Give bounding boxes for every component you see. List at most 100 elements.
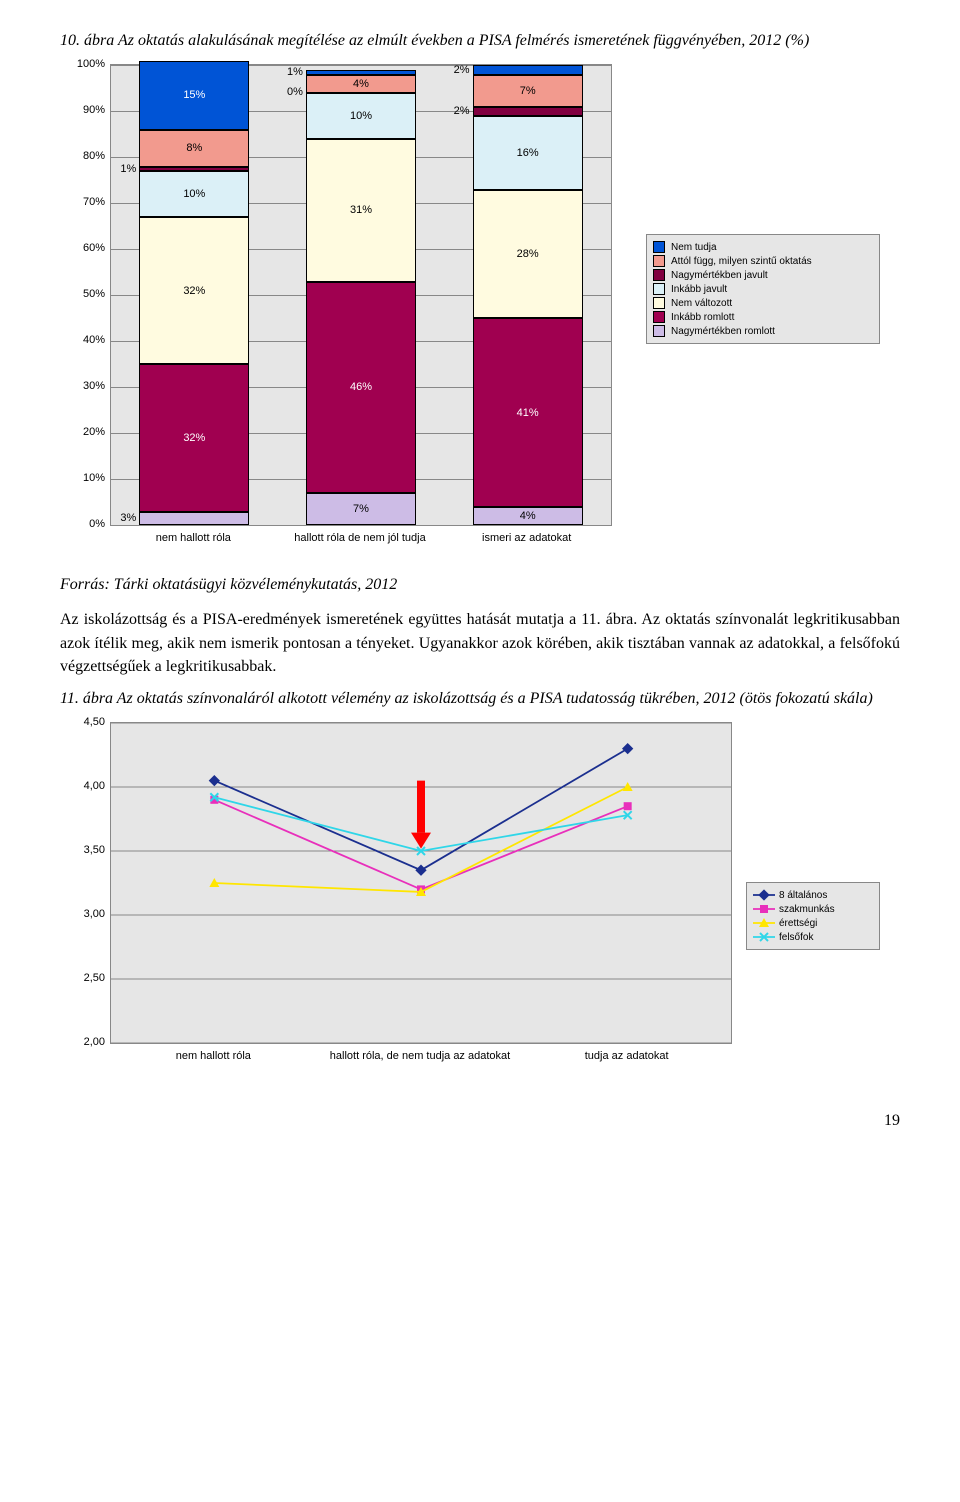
chart2-y-tick-label: 4,00 bbox=[60, 780, 105, 792]
chart2-legend-item: 8 általános bbox=[753, 889, 873, 901]
chart1-y-tick-label: 100% bbox=[60, 58, 105, 70]
chart1-segment: 15% bbox=[139, 61, 249, 130]
chart1-segment-label: 16% bbox=[517, 147, 539, 159]
legend-swatch bbox=[653, 241, 665, 253]
chart1-bar: 3%32%32%10%1%8%15% bbox=[139, 65, 249, 525]
legend-marker-icon bbox=[753, 917, 775, 929]
annotation-arrow-head bbox=[411, 833, 431, 849]
chart1-segment-label: 1% bbox=[287, 66, 303, 78]
chart1-segment-label: 10% bbox=[350, 110, 372, 122]
chart2-svg bbox=[111, 723, 731, 1043]
chart1-y-tick-label: 50% bbox=[60, 288, 105, 300]
chart2-x-category: tudja az adatokat bbox=[523, 1050, 730, 1062]
chart1-bar: 7%46%31%10%0%4%1% bbox=[306, 65, 416, 525]
chart1-segment-label: 1% bbox=[120, 163, 136, 175]
legend-label: Inkább romlott bbox=[671, 312, 734, 323]
figure-1-title: 10. ábra Az oktatás alakulásának megítél… bbox=[60, 30, 900, 52]
body-paragraph-1: Az iskolázottság és a PISA-eredmények is… bbox=[60, 608, 900, 678]
chart1-gridline bbox=[111, 525, 611, 526]
chart1-segment-label: 41% bbox=[517, 407, 539, 419]
chart1-y-tick-label: 80% bbox=[60, 150, 105, 162]
chart1-segment-label: 0% bbox=[287, 86, 303, 98]
legend-swatch bbox=[653, 283, 665, 295]
chart2-y-tick-label: 2,50 bbox=[60, 972, 105, 984]
chart2-x-category: hallott róla, de nem tudja az adatokat bbox=[317, 1050, 524, 1062]
figure-2-title: 11. ábra Az oktatás színvonaláról alkoto… bbox=[60, 688, 900, 710]
chart1-x-category: nem hallott róla bbox=[110, 532, 277, 544]
chart1-y-tick-label: 0% bbox=[60, 518, 105, 530]
chart1-segment: 4% bbox=[473, 507, 583, 525]
chart2-legend-item: szakmunkás bbox=[753, 903, 873, 915]
figure-1-chart: 3%32%32%10%1%8%15%7%46%31%10%0%4%1%4%41%… bbox=[60, 64, 880, 564]
chart1-segment: 31% bbox=[306, 139, 416, 282]
chart1-segment: 1% bbox=[139, 167, 249, 172]
legend-label: szakmunkás bbox=[779, 904, 835, 915]
chart2-marker bbox=[415, 865, 426, 876]
chart2-legend-item: érettségi bbox=[753, 917, 873, 929]
chart1-y-tick-label: 90% bbox=[60, 104, 105, 116]
chart2-y-tick-label: 2,00 bbox=[60, 1036, 105, 1048]
chart1-segment: 7% bbox=[306, 493, 416, 525]
legend-swatch bbox=[653, 325, 665, 337]
chart1-segment: 4% bbox=[306, 75, 416, 93]
chart2-marker bbox=[209, 775, 220, 786]
chart1-y-tick-label: 30% bbox=[60, 380, 105, 392]
chart1-segment-label: 31% bbox=[350, 204, 372, 216]
chart1-segment-label: 7% bbox=[520, 85, 536, 97]
legend-marker-icon bbox=[753, 889, 775, 901]
chart1-y-tick-label: 20% bbox=[60, 426, 105, 438]
legend-swatch bbox=[653, 297, 665, 309]
chart1-legend-item: Nem tudja bbox=[653, 241, 873, 253]
chart1-segment-label: 46% bbox=[350, 381, 372, 393]
chart1-segment: 32% bbox=[139, 364, 249, 511]
legend-label: Nem változott bbox=[671, 298, 732, 309]
chart1-segment: 28% bbox=[473, 190, 583, 319]
chart1-segment-label: 8% bbox=[186, 142, 202, 154]
chart1-legend-item: Nem változott bbox=[653, 297, 873, 309]
chart2-y-tick-label: 4,50 bbox=[60, 716, 105, 728]
chart1-segment: 2% bbox=[473, 65, 583, 74]
chart1-segment-label: 7% bbox=[353, 503, 369, 515]
chart1-y-tick-label: 10% bbox=[60, 472, 105, 484]
chart1-segment-label: 32% bbox=[183, 285, 205, 297]
chart2-marker bbox=[622, 743, 633, 754]
chart2-legend-item: felsőfok bbox=[753, 931, 873, 943]
chart1-y-tick-label: 40% bbox=[60, 334, 105, 346]
chart1-legend-item: Nagymértékben romlott bbox=[653, 325, 873, 337]
chart1-legend: Nem tudja Attól függ, milyen szintű oktat… bbox=[646, 234, 880, 344]
chart1-segment: 41% bbox=[473, 318, 583, 507]
legend-label: Nagymértékben javult bbox=[671, 270, 768, 281]
chart1-y-tick-label: 70% bbox=[60, 196, 105, 208]
chart1-segment-label: 32% bbox=[183, 432, 205, 444]
chart1-segment-label: 2% bbox=[454, 105, 470, 117]
legend-label: Inkább javult bbox=[671, 284, 727, 295]
chart2-plot-area bbox=[110, 722, 732, 1044]
chart1-segment: 2% bbox=[473, 107, 583, 116]
chart2-legend: 8 általános szakmunkás érettségi felsőfok bbox=[746, 882, 880, 950]
chart1-segment-label: 2% bbox=[454, 64, 470, 76]
legend-label: érettségi bbox=[779, 918, 817, 929]
chart1-segment: 46% bbox=[306, 282, 416, 494]
chart1-segment: 10% bbox=[139, 171, 249, 217]
chart1-segment: 8% bbox=[139, 130, 249, 167]
chart1-legend-item: Nagymértékben javult bbox=[653, 269, 873, 281]
chart1-plot-area: 3%32%32%10%1%8%15%7%46%31%10%0%4%1%4%41%… bbox=[110, 64, 612, 526]
chart1-x-category: ismeri az adatokat bbox=[443, 532, 610, 544]
legend-label: felsőfok bbox=[779, 932, 813, 943]
legend-label: Nagymértékben romlott bbox=[671, 326, 775, 337]
chart2-y-tick-label: 3,00 bbox=[60, 908, 105, 920]
legend-label: Nem tudja bbox=[671, 242, 717, 253]
chart2-x-category: nem hallott róla bbox=[110, 1050, 317, 1062]
chart1-legend-item: Attól függ, milyen szintű oktatás bbox=[653, 255, 873, 267]
legend-swatch bbox=[653, 269, 665, 281]
chart1-segment: 3% bbox=[139, 512, 249, 526]
chart1-segment: 10% bbox=[306, 93, 416, 139]
chart1-segment: 16% bbox=[473, 116, 583, 190]
chart2-marker bbox=[624, 803, 632, 811]
chart1-segment-label: 28% bbox=[517, 248, 539, 260]
chart1-y-tick-label: 60% bbox=[60, 242, 105, 254]
chart1-x-category: hallott róla de nem jól tudja bbox=[277, 532, 444, 544]
figure-1-source: Forrás: Tárki oktatásügyi közvéleménykut… bbox=[60, 576, 900, 594]
legend-label: 8 általános bbox=[779, 890, 827, 901]
chart1-legend-item: Inkább romlott bbox=[653, 311, 873, 323]
